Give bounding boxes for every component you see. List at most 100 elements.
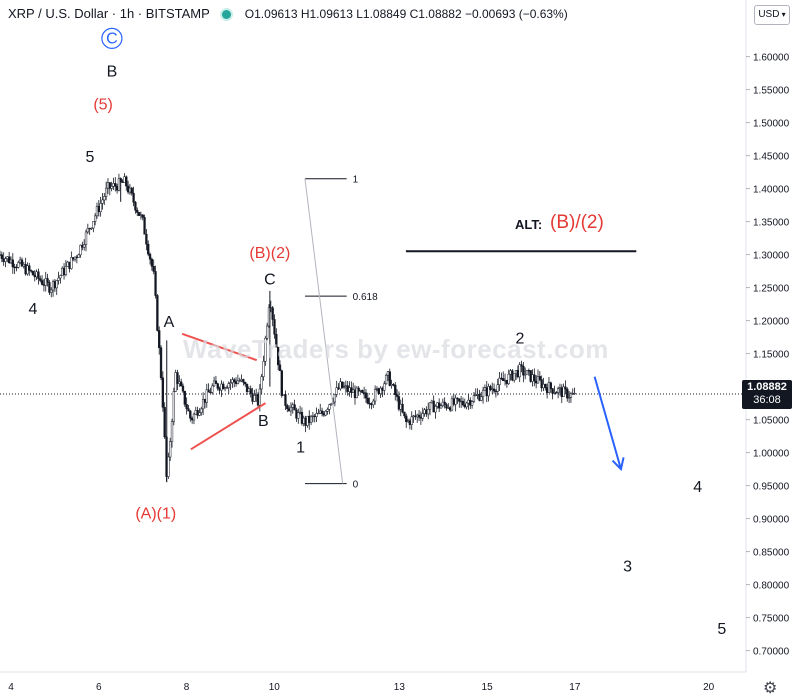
currency-selector[interactable]: USD ▾: [754, 5, 790, 25]
candle-body: [125, 176, 128, 187]
candle-body: [136, 210, 139, 213]
y-tick-label: 0.95000: [753, 482, 790, 493]
candle-body: [83, 244, 86, 248]
candle-body: [403, 411, 406, 417]
candle-body: [414, 415, 417, 418]
candle-body: [141, 214, 144, 218]
candle-body: [309, 416, 313, 423]
candle-body: [520, 364, 523, 367]
candle-body: [0, 254, 3, 259]
y-tick-label: 1.50000: [753, 119, 790, 130]
y-tick-label: 0.85000: [753, 548, 790, 559]
candle-body: [368, 403, 371, 405]
candle-body: [478, 393, 481, 401]
candle-body: [441, 401, 444, 406]
candle-body: [344, 385, 347, 387]
candle-body: [114, 183, 117, 187]
y-tick-label: 0.70000: [753, 647, 790, 658]
candle-body: [51, 281, 55, 291]
candle-body: [50, 289, 53, 293]
candle-body: [427, 409, 430, 415]
candle-body: [428, 402, 432, 410]
candle-body: [40, 280, 44, 285]
candle-body: [392, 384, 395, 386]
wave-label: B: [107, 63, 118, 80]
candle-body: [394, 384, 397, 395]
candle-body: [373, 389, 377, 402]
candle-body: [112, 183, 115, 187]
candle-body: [491, 388, 494, 390]
candle-body: [556, 388, 560, 393]
candle-body: [346, 385, 349, 392]
candle-body: [417, 414, 421, 418]
candle-body: [59, 275, 62, 279]
wave-label: 4: [693, 479, 702, 496]
wave-label: 2: [516, 331, 525, 348]
candle-body: [573, 392, 576, 395]
candle-body: [223, 387, 227, 390]
candle-body: [24, 264, 27, 275]
candle-body: [236, 380, 240, 384]
candle-body: [470, 401, 474, 406]
candle-body: [33, 274, 36, 278]
wave-label: A: [164, 314, 175, 331]
y-tick-label: 1.55000: [753, 86, 790, 97]
candle-body: [295, 409, 298, 419]
wave-label: (A)(1): [135, 506, 176, 523]
candle-body: [553, 392, 556, 394]
candle-body: [571, 393, 574, 395]
candle-body: [22, 264, 25, 267]
candle-body: [518, 364, 521, 378]
candle-body: [399, 403, 402, 410]
fib-level-label: 0: [353, 480, 359, 491]
candle-body: [459, 400, 463, 403]
candle-body: [291, 404, 294, 408]
candle-body: [117, 178, 121, 191]
candle-body: [487, 386, 490, 397]
watermark: WaveTraders by ew-forecast.com: [183, 334, 609, 364]
candle-body: [337, 387, 340, 390]
triangle-trendline[interactable]: [190, 402, 267, 451]
candle-body: [15, 266, 18, 269]
candle-body: [388, 371, 391, 386]
candle-body: [449, 407, 452, 411]
candle-body: [384, 374, 388, 385]
candle-body: [293, 404, 296, 411]
candle-body: [97, 206, 100, 213]
gear-icon[interactable]: ⚙: [763, 680, 778, 697]
wave-label: C: [106, 30, 118, 47]
forecast-arrow[interactable]: [593, 376, 622, 470]
candle-body: [381, 387, 384, 391]
candle-body: [238, 380, 241, 382]
candle-body: [86, 228, 89, 233]
x-tick-label: 10: [269, 682, 281, 693]
y-tick-label: 1.25000: [753, 284, 790, 295]
candle-body: [465, 402, 468, 408]
candle-body: [450, 398, 454, 411]
candle-body: [29, 270, 33, 272]
triangle-trendline[interactable]: [181, 332, 258, 362]
candle-body: [423, 409, 426, 414]
candle-body: [211, 385, 214, 393]
candle-body: [108, 182, 111, 189]
candle-body: [13, 266, 16, 269]
symbol-title[interactable]: XRP / U.S. Dollar · 1h · BITSTAMP: [8, 6, 210, 21]
candle-body: [377, 388, 380, 395]
candle-body: [567, 397, 571, 399]
candle-body: [156, 295, 159, 331]
candle-body: [280, 370, 283, 396]
candle-body: [502, 378, 505, 382]
candle-body: [438, 402, 441, 409]
fib-trend-line[interactable]: [304, 178, 344, 484]
wave-label: C: [264, 271, 276, 288]
candle-body: [322, 413, 326, 416]
candle-body: [549, 382, 552, 389]
candle-body: [286, 405, 289, 410]
candle-body: [209, 391, 212, 394]
candle-body: [79, 244, 82, 256]
wave-label: (5): [93, 96, 113, 113]
candle-body: [176, 372, 179, 384]
candle-body: [355, 387, 358, 399]
